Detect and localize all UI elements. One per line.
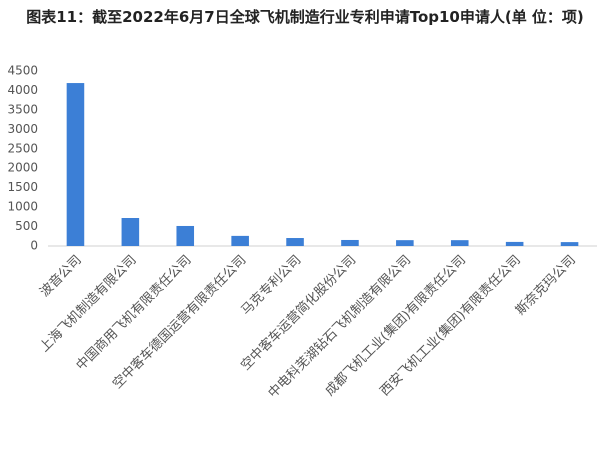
x-tick-label: 上海飞机制造有限公司: [37, 253, 140, 356]
bar: [231, 235, 249, 246]
x-tick-label: 空中客车运营简化股份公司: [238, 252, 360, 374]
y-tick-label: 0: [30, 239, 38, 253]
y-tick-label: 4000: [7, 83, 38, 97]
bar: [341, 239, 359, 246]
bar: [560, 242, 579, 246]
x-tick-label: 波音公司: [37, 252, 85, 300]
chart-title: 图表11：截至2022年6月7日全球飞机制造行业专利申请Top10申请人(单 位…: [26, 8, 584, 26]
bar: [396, 240, 414, 246]
bar: [505, 241, 524, 246]
bar: [66, 83, 85, 246]
bar: [286, 238, 304, 246]
y-tick-label: 3000: [7, 122, 38, 136]
x-tick-label: 中国商用飞机有限责任公司: [74, 253, 195, 374]
y-tick-label: 1000: [7, 200, 38, 214]
bar: [450, 240, 469, 246]
y-tick-label: 3500: [7, 102, 38, 116]
bar: [176, 225, 195, 246]
bar: [121, 218, 140, 246]
y-tick-label: 2500: [7, 141, 38, 155]
y-tick-label: 2000: [7, 161, 38, 175]
y-tick-label: 1500: [7, 180, 38, 194]
y-tick-label: 4500: [7, 64, 38, 78]
y-tick-label: 500: [15, 219, 38, 233]
